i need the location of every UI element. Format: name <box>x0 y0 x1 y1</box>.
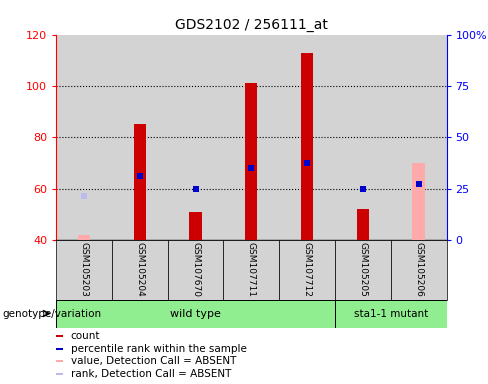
Bar <box>56 240 112 300</box>
Text: sta1-1 mutant: sta1-1 mutant <box>354 308 428 319</box>
Bar <box>189 212 202 240</box>
Bar <box>56 348 63 350</box>
Text: GSM105203: GSM105203 <box>80 242 88 297</box>
Bar <box>335 240 391 300</box>
Text: value, Detection Call = ABSENT: value, Detection Call = ABSENT <box>71 356 236 366</box>
Title: GDS2102 / 256111_at: GDS2102 / 256111_at <box>175 18 328 32</box>
Bar <box>168 35 224 240</box>
Bar <box>168 240 224 300</box>
Text: GSM105206: GSM105206 <box>414 242 423 297</box>
Bar <box>224 240 279 300</box>
Bar <box>391 240 447 300</box>
Text: GSM107712: GSM107712 <box>303 242 312 297</box>
Bar <box>56 373 63 375</box>
Text: count: count <box>71 331 100 341</box>
Text: percentile rank within the sample: percentile rank within the sample <box>71 344 246 354</box>
Bar <box>56 336 63 338</box>
Bar <box>134 124 146 240</box>
Text: GSM107670: GSM107670 <box>191 242 200 297</box>
Bar <box>279 35 335 240</box>
Text: GSM105205: GSM105205 <box>358 242 367 297</box>
Bar <box>78 235 90 240</box>
Bar <box>279 240 335 300</box>
Bar <box>56 35 112 240</box>
Bar <box>335 35 391 240</box>
Bar <box>391 35 447 240</box>
Text: GSM105204: GSM105204 <box>135 242 144 297</box>
Bar <box>412 163 425 240</box>
Bar <box>112 35 168 240</box>
Bar <box>224 35 279 240</box>
Text: wild type: wild type <box>170 308 221 319</box>
Bar <box>56 300 335 328</box>
Bar <box>245 83 258 240</box>
Bar <box>357 209 369 240</box>
Bar <box>112 240 168 300</box>
Bar <box>301 53 313 240</box>
Bar <box>56 361 63 362</box>
Text: rank, Detection Call = ABSENT: rank, Detection Call = ABSENT <box>71 369 231 379</box>
Text: genotype/variation: genotype/variation <box>2 308 102 319</box>
Bar <box>335 300 447 328</box>
Text: GSM107711: GSM107711 <box>247 242 256 297</box>
